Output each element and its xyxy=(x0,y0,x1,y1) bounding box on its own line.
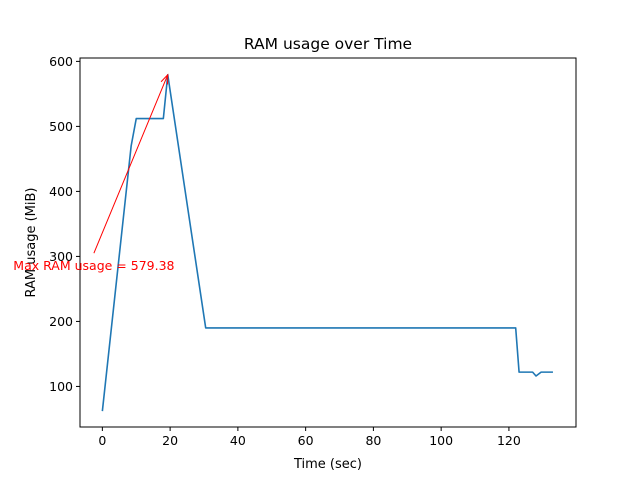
x-tick-label: 20 xyxy=(162,433,178,448)
y-tick-label: 400 xyxy=(49,184,73,199)
y-axis: 100 200 300 400 500 600 xyxy=(49,54,80,394)
annotation-group: Max RAM usage = 579.38 xyxy=(13,73,175,273)
x-tick-label: 60 xyxy=(298,433,314,448)
chart-title: RAM usage over Time xyxy=(244,35,412,53)
y-tick-label: 200 xyxy=(49,314,73,329)
x-axis-label: Time (sec) xyxy=(293,457,362,472)
y-tick-label: 500 xyxy=(49,119,73,134)
y-tick-label: 100 xyxy=(49,379,73,394)
x-tick-label: 0 xyxy=(98,433,106,448)
x-tick-label: 120 xyxy=(497,433,521,448)
y-tick-label: 300 xyxy=(49,249,73,264)
ram-usage-line xyxy=(101,73,553,412)
plot-area xyxy=(101,73,553,412)
y-axis-label: RAM usage (MiB) xyxy=(24,188,39,298)
annotation-text: Max RAM usage = 579.38 xyxy=(13,258,174,273)
annotation-arrow-line xyxy=(93,74,169,254)
x-tick-label: 100 xyxy=(429,433,453,448)
x-tick-label: 40 xyxy=(230,433,246,448)
x-axis: 0 20 40 60 80 100 120 xyxy=(98,427,521,448)
y-tick-label: 600 xyxy=(49,54,73,69)
annotation-arrow-head xyxy=(160,73,169,85)
x-tick-label: 80 xyxy=(365,433,381,448)
plot-frame xyxy=(79,57,577,428)
